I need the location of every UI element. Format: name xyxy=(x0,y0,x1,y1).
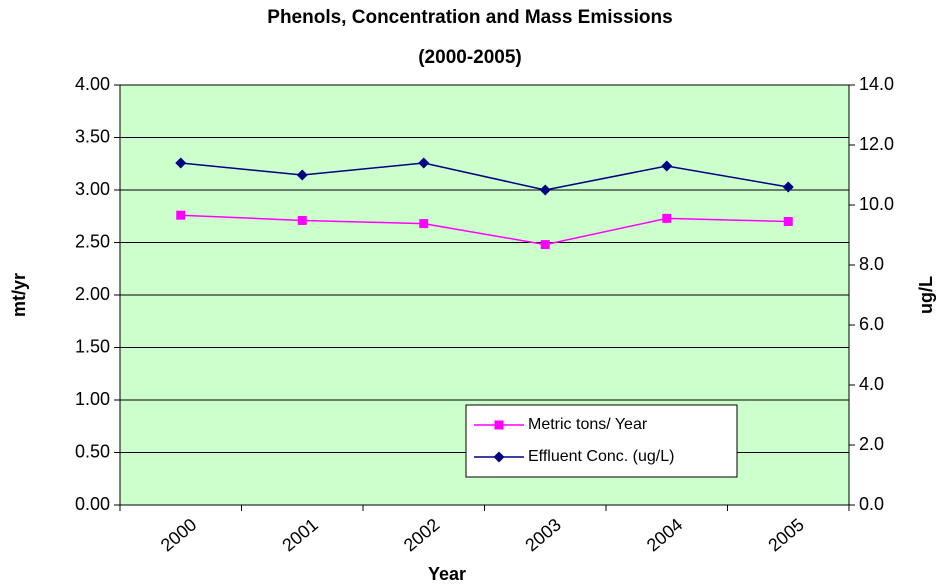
y2-tick-label: 0.0 xyxy=(859,494,884,514)
y2-tick-label: 6.0 xyxy=(859,314,884,334)
chart-title: Phenols, Concentration and Mass Emission… xyxy=(267,7,672,28)
x-tick-label: 2005 xyxy=(764,514,808,555)
marker xyxy=(661,160,673,172)
x-tick-label: 2000 xyxy=(157,514,201,555)
y-axis-label: mt/yr xyxy=(9,273,29,317)
x-tick-label: 2004 xyxy=(643,514,687,555)
legend-label: Metric tons/ Year xyxy=(528,416,648,433)
x-tick-label: 2001 xyxy=(278,514,322,555)
x-tick-label: 2003 xyxy=(521,514,565,555)
y2-tick-label: 10.0 xyxy=(859,194,894,214)
marker xyxy=(296,169,308,181)
series-line xyxy=(180,162,789,191)
marker xyxy=(176,210,186,220)
y2-tick-label: 4.0 xyxy=(859,374,884,394)
y-tick-label: 2.00 xyxy=(75,284,110,304)
legend-marker xyxy=(494,420,504,430)
y-tick-label: 1.00 xyxy=(75,389,110,409)
y-tick-label: 1.50 xyxy=(75,336,110,356)
y-tick-label: 3.00 xyxy=(75,179,110,199)
x-axis-label: Year xyxy=(428,564,466,584)
marker xyxy=(419,219,429,229)
y-tick-label: 2.50 xyxy=(75,231,110,251)
marker xyxy=(539,184,551,196)
legend: Metric tons/ Year Effluent Conc. (ug/L) xyxy=(465,404,738,478)
y-tick-label: 4.00 xyxy=(75,74,110,94)
y2-tick-label: 8.0 xyxy=(859,254,884,274)
marker xyxy=(418,157,430,169)
legend-box xyxy=(465,404,738,478)
y2-tick-label: 14.0 xyxy=(859,74,894,94)
y2-tick-label: 2.0 xyxy=(859,434,884,454)
legend-marker xyxy=(493,451,505,463)
marker xyxy=(297,215,307,225)
marker xyxy=(175,157,187,169)
marker xyxy=(540,240,550,250)
y-tick-label: 3.50 xyxy=(75,126,110,146)
legend-label: Effluent Conc. (ug/L) xyxy=(528,448,674,465)
marker xyxy=(662,213,672,223)
marker xyxy=(783,217,793,226)
x-tick-label: 2002 xyxy=(400,514,444,555)
y2-axis-label: ug/L xyxy=(916,276,936,314)
marker xyxy=(782,181,794,193)
chart-subtitle: (2000-2005) xyxy=(418,47,522,68)
y-tick-label: 0.50 xyxy=(75,441,110,461)
y-tick-label: 0.00 xyxy=(75,494,110,514)
y2-tick-label: 12.0 xyxy=(859,134,894,154)
series-line xyxy=(180,214,789,246)
